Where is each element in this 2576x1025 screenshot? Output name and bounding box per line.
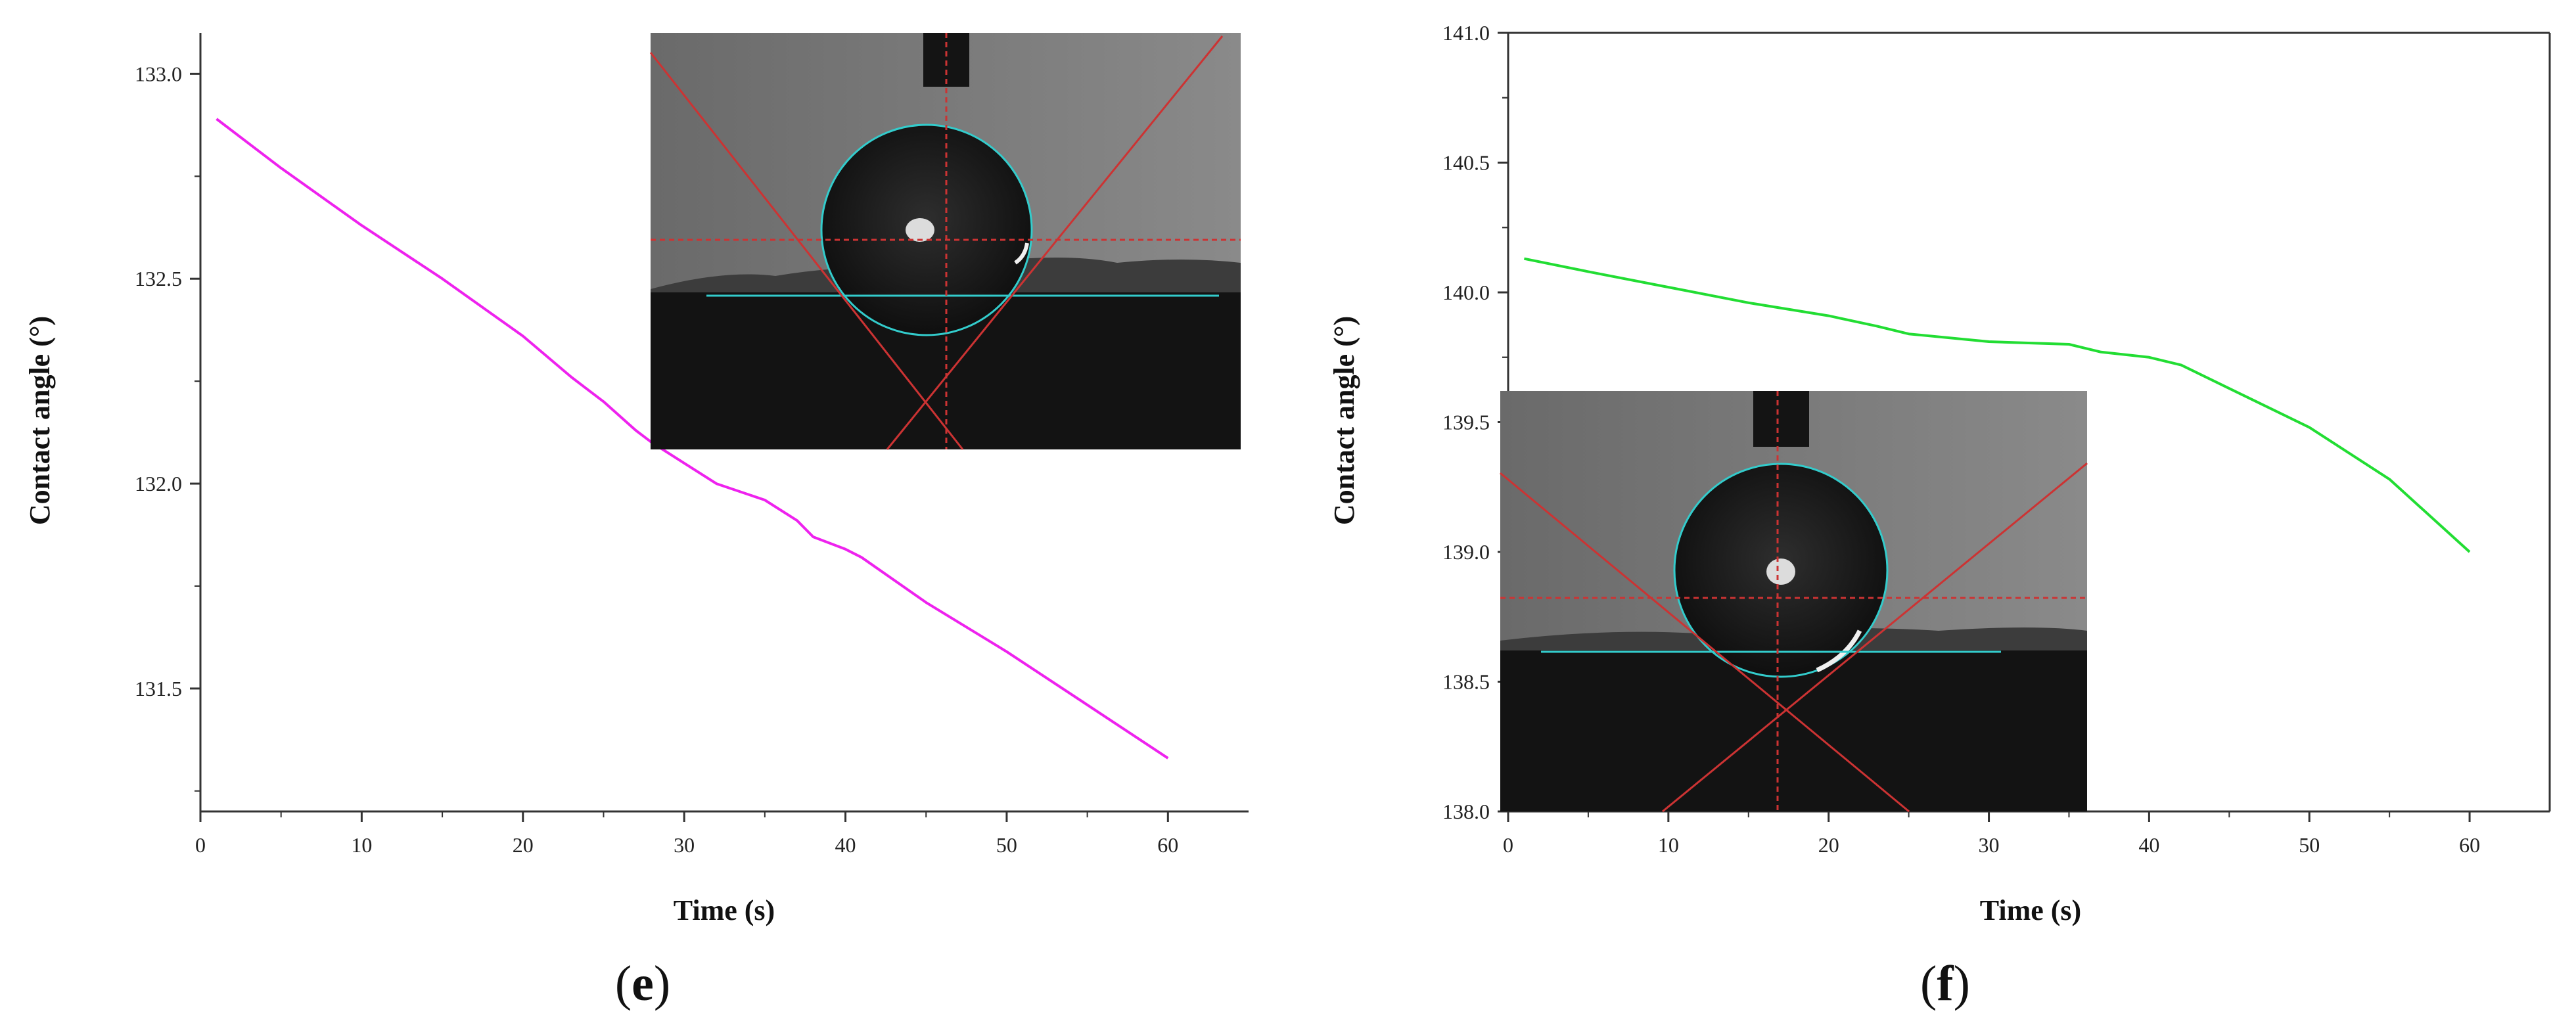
panel-label-e: (e) <box>615 956 670 1011</box>
x-axis-title: Time (s) <box>1980 894 2081 926</box>
x-tick-label: 30 <box>674 833 695 857</box>
y-axis-title: Contact angle (°) <box>24 316 56 525</box>
y-tick-label: 138.5 <box>1442 670 1490 694</box>
y-tick-label: 138.0 <box>1442 800 1490 823</box>
y-ticks: 138.0 138.5 139.0 139.5 140.0 140.5 141.0 <box>1442 21 1508 823</box>
x-tick-label: 0 <box>1503 833 1513 857</box>
y-tick-label: 140.5 <box>1442 151 1490 175</box>
y-tick-label: 133.0 <box>135 62 182 85</box>
y-axis-title: Contact angle (°) <box>1328 316 1360 525</box>
x-tick-label: 60 <box>2459 833 2480 857</box>
y-tick-label: 131.5 <box>135 677 182 700</box>
y-ticks: 131.5 132.0 132.5 133.0 <box>135 62 200 792</box>
x-tick-label: 20 <box>513 833 534 857</box>
y-tick-label: 132.5 <box>135 267 182 290</box>
y-tick-label: 141.0 <box>1442 21 1490 45</box>
x-tick-label: 10 <box>351 833 372 857</box>
series-line <box>216 118 1169 760</box>
x-tick-label: 60 <box>1157 833 1178 857</box>
x-tick-label: 10 <box>1658 833 1679 857</box>
x-ticks: 0 10 20 30 40 50 60 <box>1503 811 2480 857</box>
y-tick-label: 132.0 <box>135 472 182 495</box>
series-group <box>1524 257 2471 553</box>
series-line <box>1524 257 2471 553</box>
x-tick-label: 40 <box>2138 833 2159 857</box>
x-tick-label: 0 <box>195 833 206 857</box>
x-tick-label: 30 <box>1979 833 2000 857</box>
x-tick-label: 50 <box>2299 833 2320 857</box>
y-tick-label: 140.0 <box>1442 281 1490 304</box>
series-group <box>216 118 1169 760</box>
x-tick-label: 50 <box>996 833 1017 857</box>
y-tick-label: 139.0 <box>1442 540 1490 564</box>
y-tick-label: 139.5 <box>1442 411 1490 434</box>
droplet-inset-photo <box>649 33 1241 450</box>
panel-label-f: (f) <box>1920 956 1970 1011</box>
panel-e: 0 10 20 30 40 50 60 131.5 132.0 132.5 133.0 Time … <box>24 33 1249 1011</box>
x-axis-title: Time (s) <box>674 894 775 926</box>
droplet-inset-photo <box>1500 391 2088 813</box>
x-tick-label: 20 <box>1818 833 1839 857</box>
x-tick-label: 40 <box>835 833 856 857</box>
x-ticks: 0 10 20 30 40 50 60 <box>195 811 1178 857</box>
panel-f: 0 10 20 30 40 50 60 138.0138.5139.0139.5140.01… <box>1328 21 2551 1011</box>
